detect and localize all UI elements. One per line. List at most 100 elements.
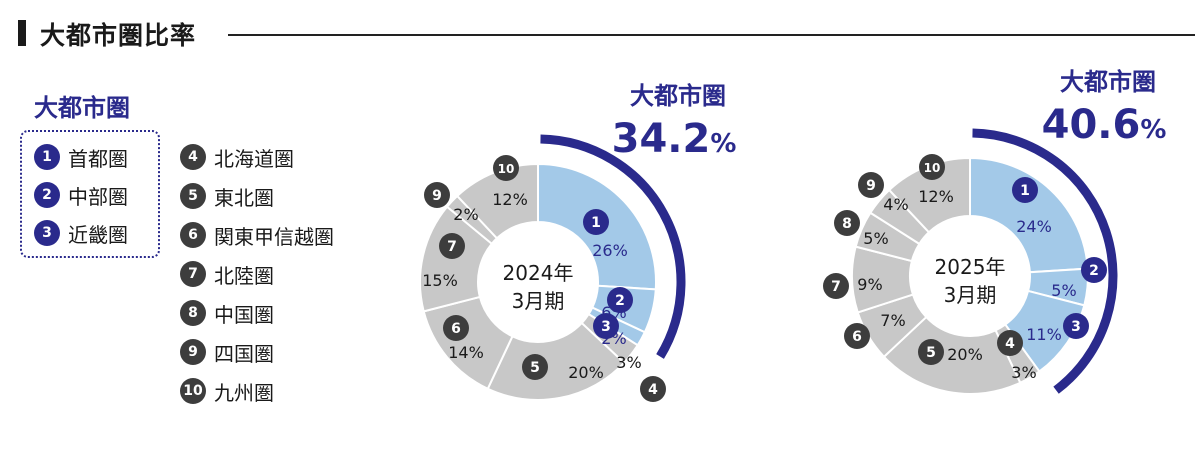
legend-label: 首都圏	[68, 146, 128, 171]
region-badge-4-circle	[997, 330, 1023, 356]
percent-label-6: 7%	[880, 311, 905, 330]
center-label-period: 3月期	[944, 283, 997, 307]
region-badge-7-circle	[439, 233, 465, 259]
metro-share-value: 40.6%	[1042, 102, 1167, 148]
region-badge-5-circle	[918, 339, 944, 365]
region-badge-3-circle	[593, 313, 619, 339]
legend-number-badge: 7	[180, 261, 206, 287]
percent-label-6: 14%	[448, 343, 484, 362]
legend-number-badge: 3	[34, 220, 60, 246]
percent-label-10: 12%	[492, 190, 528, 209]
legend-label: 北海道圏	[214, 146, 294, 171]
region-badge-9-circle	[858, 172, 884, 198]
percent-label-8: 5%	[863, 229, 888, 248]
region-badge-5: 5	[530, 360, 540, 376]
percent-label-1: 24%	[1016, 217, 1052, 236]
region-badge-10-circle	[919, 154, 945, 180]
region-badge-3: 3	[1071, 319, 1081, 335]
region-badge-5-circle	[522, 354, 548, 380]
region-badge-7: 7	[831, 279, 841, 295]
region-badge-2-circle	[1081, 257, 1107, 283]
legend-item-8: 8 中国圏	[180, 298, 274, 328]
region-badge-4: 4	[1005, 336, 1015, 352]
legend-label: 四国圏	[214, 341, 274, 366]
legend-number-badge: 2	[34, 182, 60, 208]
legend-item-7: 7 北陸圏	[180, 259, 274, 289]
region-badge-4-circle	[640, 376, 666, 402]
percent-label-7: 15%	[422, 271, 458, 290]
region-badge-10-circle	[493, 155, 519, 181]
percent-label-7: 9%	[857, 275, 882, 294]
metro-legend-box	[20, 130, 160, 258]
percent-label-9: 4%	[883, 195, 908, 214]
region-badge-7-circle	[823, 273, 849, 299]
percent-label-3: 11%	[1026, 325, 1062, 344]
legend-number-badge: 8	[180, 300, 206, 326]
region-badge-10: 10	[498, 162, 515, 176]
legend-number-badge: 10	[180, 378, 206, 404]
legend-number-badge: 6	[180, 222, 206, 248]
percent-label-4: 3%	[1011, 363, 1036, 382]
region-badge-6-circle	[443, 315, 469, 341]
header-bar-mark	[18, 20, 26, 46]
legend-item-6: 6 関東甲信越圏	[180, 220, 334, 250]
legend-label: 中部圏	[68, 184, 128, 209]
metro-share-arc	[972, 128, 1118, 394]
header-rule	[228, 34, 1195, 36]
slice-10	[887, 156, 971, 234]
region-badge-9: 9	[866, 178, 876, 194]
percent-label-9: 2%	[453, 205, 478, 224]
region-badge-1: 1	[591, 215, 601, 231]
legend-label: 中国圏	[214, 302, 274, 327]
region-badge-7: 7	[447, 239, 457, 255]
section-header: 大都市圏比率	[18, 14, 1195, 54]
region-badge-2: 2	[615, 293, 625, 309]
percent-label-10: 12%	[918, 187, 954, 206]
region-badge-10: 10	[924, 161, 941, 175]
percent-label-5: 20%	[947, 345, 983, 364]
section-title: 大都市圏比率	[40, 21, 197, 50]
percent-label-2: 5%	[1051, 281, 1076, 300]
region-badge-6-circle	[844, 323, 870, 349]
center-label-year: 2025年	[935, 255, 1006, 279]
percent-label-4: 3%	[616, 353, 641, 372]
region-badge-1-circle	[1012, 177, 1038, 203]
region-badge-6: 6	[451, 321, 461, 337]
legend-item-10: 10 九州圏	[180, 376, 274, 406]
percent-label-1: 26%	[592, 241, 628, 260]
metro-share-unit: %	[710, 129, 736, 159]
region-badge-9-circle	[424, 182, 450, 208]
legend-title: 大都市圏	[34, 94, 130, 122]
region-badge-3: 3	[601, 319, 611, 335]
legend-label: 東北圏	[214, 185, 274, 210]
metro-share-unit: %	[1140, 115, 1166, 145]
legend-label: 九州圏	[214, 380, 274, 405]
legend-number-badge: 5	[180, 183, 206, 209]
legend-number-badge: 1	[34, 144, 60, 170]
region-badge-4: 4	[648, 382, 658, 398]
region-badge-8-circle	[834, 210, 860, 236]
region-badge-2: 2	[1089, 263, 1099, 279]
legend-number-badge: 9	[180, 339, 206, 365]
region-badge-3-circle	[1063, 313, 1089, 339]
region-badge-2-circle	[607, 287, 633, 313]
slice-5	[882, 315, 1022, 395]
region-badge-6: 6	[852, 329, 862, 345]
center-label-year: 2024年	[503, 261, 574, 285]
legend-item-2: 2 中部圏	[34, 180, 128, 210]
legend-item-9: 9 四国圏	[180, 337, 274, 367]
slice-5	[486, 321, 626, 401]
center-label-period: 3月期	[512, 289, 565, 313]
legend-label: 北陸圏	[214, 263, 274, 288]
legend-item-5: 5 東北圏	[180, 181, 274, 211]
legend-item-1: 1 首都圏	[34, 142, 128, 172]
metro-share-number: 34.2	[612, 116, 711, 162]
percent-label-5: 20%	[568, 363, 604, 382]
slice-10	[455, 162, 539, 240]
legend-label: 関東甲信越圏	[214, 224, 334, 249]
metro-title: 大都市圏	[630, 82, 726, 110]
region-badge-9: 9	[432, 188, 442, 204]
metro-share-value: 34.2%	[612, 116, 737, 162]
metro-share-number: 40.6	[1042, 102, 1141, 148]
